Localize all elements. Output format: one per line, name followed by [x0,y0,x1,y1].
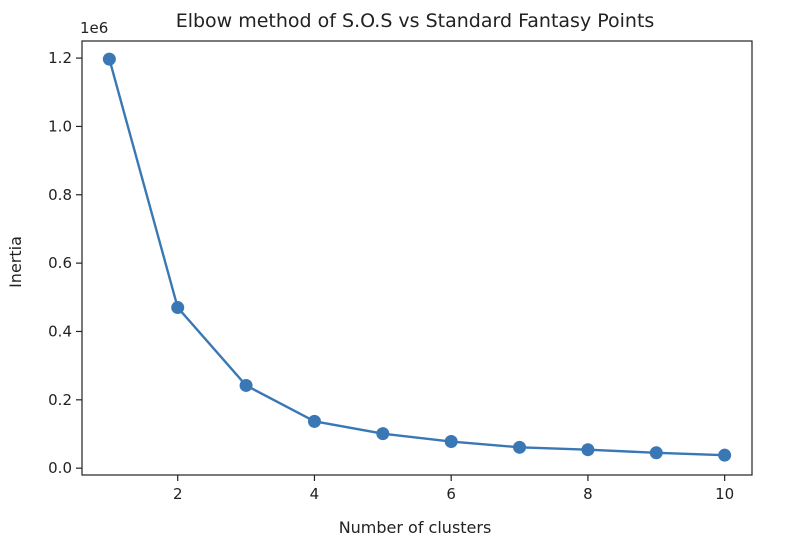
y-tick-label: 1.2 [48,49,72,67]
x-tick-label: 4 [310,485,320,503]
data-point [307,414,321,428]
series-layer [102,52,732,462]
x-tick-label: 8 [583,485,593,503]
plot-area-frame [81,40,753,476]
data-point [649,446,663,460]
data-point [444,435,458,449]
data-point [376,427,390,441]
y-offset-label: 1e6 [80,19,108,37]
y-axis-ticks: 0.0 0.2 0.4 0.6 0.8 1.0 1.2 [48,49,82,477]
series-line [108,58,725,457]
data-point [718,448,732,462]
y-axis-label: Inertia [6,236,25,288]
chart-title: Elbow method of S.O.S vs Standard Fantas… [176,10,655,32]
y-tick-label: 0.8 [48,186,72,204]
data-point [513,440,527,454]
x-axis-label: Number of clusters [339,518,492,537]
data-point [102,52,116,66]
y-tick-label: 0.0 [48,459,72,477]
y-tick-label: 0.6 [48,254,72,272]
data-point [171,301,185,315]
x-tick-label: 6 [446,485,456,503]
y-tick-label: 1.0 [48,117,72,135]
x-axis-ticks: 2 4 6 8 10 [173,475,734,503]
y-tick-label: 0.4 [48,322,72,340]
x-tick-label: 2 [173,485,183,503]
data-point [581,443,595,457]
data-point [239,378,253,392]
y-tick-label: 0.2 [48,391,72,409]
x-tick-label: 10 [715,485,734,503]
